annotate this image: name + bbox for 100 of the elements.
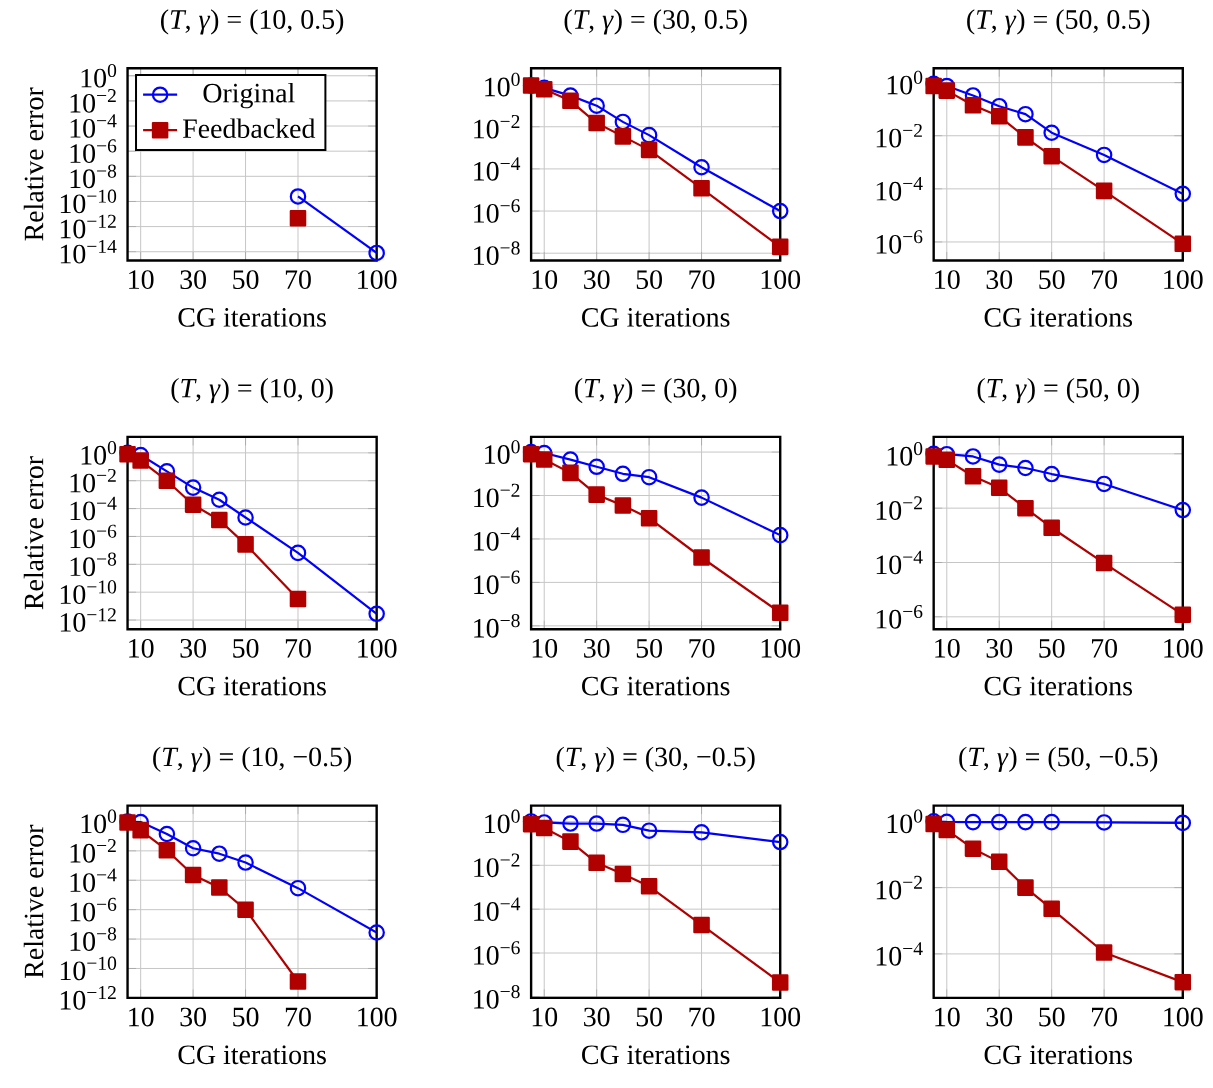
y-tick-label: 10$^{−4}$ xyxy=(474,527,521,551)
y-tick-label: 10$^{−4}$ xyxy=(70,114,117,139)
x-tick-label: 10 xyxy=(935,1007,960,1027)
y-tick-label: 10$^{−8}$ xyxy=(474,241,520,266)
x-tick-label: 50 xyxy=(636,1007,662,1027)
y-tick-label: 10$^{−6}$ xyxy=(876,230,923,254)
y-tick-label: 10$^{0}$ xyxy=(81,64,117,88)
x-tick-label: 70 xyxy=(689,270,715,290)
y-tick-label: 10$^{−8}$ xyxy=(474,614,520,638)
y-tick-label: 10$^{−12}$ xyxy=(60,608,116,633)
chart-title: (T, γ) = (50, 0.5) xyxy=(967,9,1150,35)
x-tick-label: 30 xyxy=(584,639,610,658)
y-tick-label: 10$^{−4}$ xyxy=(876,550,923,575)
y-tick-label: 10$^{−4}$ xyxy=(70,497,117,521)
y-tick-label: 10$^{−2}$ xyxy=(474,115,520,139)
x-tick-label: 70 xyxy=(1092,1007,1117,1027)
y-tick-label: 10$^{−4}$ xyxy=(70,868,117,893)
y-tick-label: 10$^{−6}$ xyxy=(70,524,117,549)
y-tick-label: 10$^{−6}$ xyxy=(474,199,520,224)
chart-title: (T, γ) = (10, −0.5) xyxy=(153,746,352,773)
x-tick-label: 30 xyxy=(180,1007,206,1027)
x-tick-label: 50 xyxy=(1039,270,1065,290)
chart-title: (T, γ) = (30, −0.5) xyxy=(556,746,755,773)
chart-title: (T, γ) = (30, 0) xyxy=(575,378,737,404)
x-tick-label: 70 xyxy=(1092,270,1117,290)
y-tick-label: 10$^{−14}$ xyxy=(60,240,117,264)
x-tick-label: 100 xyxy=(358,639,397,658)
x-tick-label: 30 xyxy=(986,639,1013,658)
chart-title: (T, γ) = (50, 0) xyxy=(977,378,1139,404)
y-tick-label: 10$^{−8}$ xyxy=(70,164,117,189)
x-axis-title: CG iterations xyxy=(178,676,326,696)
chart-title: (T, γ) = (30, 0.5) xyxy=(564,9,747,35)
x-axis-title: CG iterations xyxy=(984,676,1133,696)
y-axis-title: Relative error xyxy=(23,825,44,979)
chart-title: (T, γ) = (10, 0.5) xyxy=(161,9,344,35)
y-tick-label: 10$^{−12}$ xyxy=(60,986,116,1010)
x-axis-title: CG iterations xyxy=(582,1045,730,1065)
legend-label: Original xyxy=(203,83,295,109)
chart-title: (T, γ) = (50, −0.5) xyxy=(959,746,1158,773)
x-tick-label: 10 xyxy=(532,1007,558,1027)
y-tick-label: 10$^{0}$ xyxy=(887,71,923,95)
x-tick-label: 10 xyxy=(532,639,558,658)
y-axis-title: Relative error xyxy=(23,456,44,610)
x-tick-label: 10 xyxy=(129,270,154,290)
y-tick-label: 10$^{−6}$ xyxy=(474,570,520,595)
x-tick-label: 70 xyxy=(285,270,311,290)
x-tick-label: 10 xyxy=(935,270,960,290)
x-tick-label: 100 xyxy=(358,270,397,290)
y-tick-label: 10$^{−4}$ xyxy=(474,897,521,922)
chart-title: (T, γ) = (10, 0) xyxy=(171,378,333,404)
x-tick-label: 10 xyxy=(129,1007,154,1027)
y-tick-label: 10$^{0}$ xyxy=(81,441,117,465)
x-tick-label: 30 xyxy=(584,1007,610,1027)
x-axis-title: CG iterations xyxy=(582,308,730,328)
x-tick-label: 50 xyxy=(233,639,259,658)
x-axis-title: CG iterations xyxy=(582,676,730,696)
x-tick-label: 30 xyxy=(986,1007,1013,1027)
x-tick-label: 100 xyxy=(358,1007,397,1027)
x-tick-label: 50 xyxy=(636,270,662,290)
x-tick-label: 30 xyxy=(986,270,1013,290)
y-tick-label: 10$^{−12}$ xyxy=(60,215,116,239)
y-axis-title: Relative error xyxy=(23,87,44,241)
y-tick-label: 10$^{−10}$ xyxy=(60,956,117,981)
y-tick-label: 10$^{0}$ xyxy=(81,809,117,834)
y-tick-label: 10$^{−2}$ xyxy=(474,483,520,508)
x-tick-label: 50 xyxy=(1039,1007,1065,1027)
x-tick-label: 10 xyxy=(935,639,960,658)
y-tick-label: 10$^{0}$ xyxy=(485,440,520,465)
x-tick-label: 10 xyxy=(129,639,154,658)
x-axis-title: CG iterations xyxy=(178,1045,326,1065)
y-tick-label: 10$^{−2}$ xyxy=(876,496,922,521)
x-tick-label: 70 xyxy=(285,639,311,658)
y-tick-label: 10$^{0}$ xyxy=(485,809,520,834)
x-tick-label: 100 xyxy=(1164,1007,1203,1027)
x-tick-label: 30 xyxy=(180,270,206,290)
y-tick-label: 10$^{−10}$ xyxy=(60,580,117,605)
y-tick-label: 10$^{−2}$ xyxy=(70,839,116,863)
y-tick-label: 10$^{0}$ xyxy=(887,442,923,466)
x-axis-title: CG iterations xyxy=(178,308,326,328)
y-tick-label: 10$^{−2}$ xyxy=(70,89,116,113)
y-tick-label: 10$^{−6}$ xyxy=(474,941,520,966)
x-tick-label: 10 xyxy=(532,270,558,290)
y-tick-label: 10$^{−8}$ xyxy=(70,552,117,577)
y-tick-label: 10$^{0}$ xyxy=(887,809,923,834)
x-tick-label: 100 xyxy=(1164,639,1203,658)
y-tick-label: 10$^{−4}$ xyxy=(474,157,521,181)
y-tick-label: 10$^{−2}$ xyxy=(474,853,520,878)
x-tick-label: 100 xyxy=(761,1007,801,1027)
y-tick-label: 10$^{−4}$ xyxy=(876,942,923,966)
y-tick-label: 10$^{−6}$ xyxy=(876,605,923,629)
y-tick-label: 10$^{−8}$ xyxy=(474,985,520,1009)
x-axis-title: CG iterations xyxy=(984,1045,1133,1065)
y-tick-label: 10$^{0}$ xyxy=(485,72,520,97)
y-tick-label: 10$^{−2}$ xyxy=(876,124,922,148)
x-tick-label: 100 xyxy=(761,639,801,658)
x-tick-label: 30 xyxy=(584,270,610,290)
y-tick-label: 10$^{−8}$ xyxy=(70,927,117,952)
x-tick-label: 70 xyxy=(1092,639,1117,658)
y-tick-label: 10$^{−4}$ xyxy=(876,177,923,201)
x-tick-label: 100 xyxy=(1164,270,1203,290)
